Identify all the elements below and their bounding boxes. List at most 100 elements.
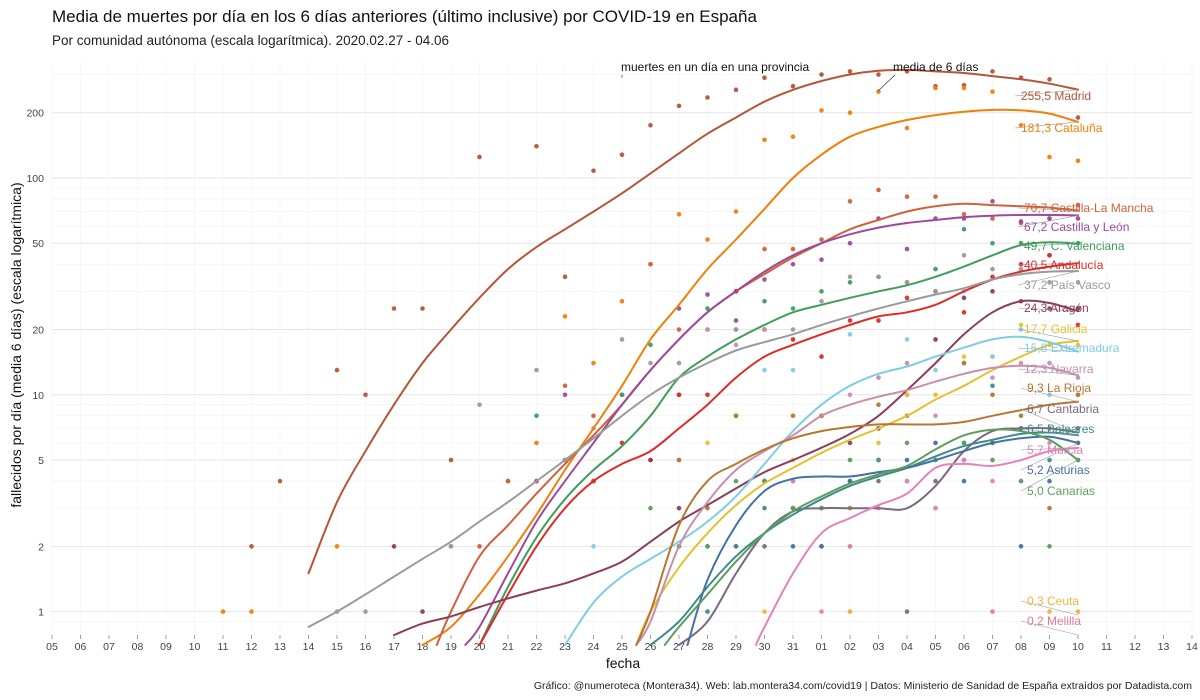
data-point [990, 392, 995, 398]
data-point [990, 89, 995, 94]
label-leader [1017, 307, 1079, 312]
data-point [790, 327, 796, 332]
data-point [1075, 280, 1081, 285]
series-label: 37,2 País Vasco [1024, 278, 1111, 292]
data-point [705, 306, 710, 311]
x-tick-label: 23 [559, 641, 571, 653]
data-point [762, 327, 767, 332]
chart-subtitle: Por comunidad autónoma (escala logarítmi… [52, 33, 449, 48]
data-point [762, 246, 767, 252]
y-axis-label: fallecidos por día (media 6 días) (escal… [8, 182, 24, 507]
data-point [904, 280, 910, 285]
y-tick-label: 10 [32, 390, 44, 402]
data-point [819, 257, 824, 262]
daily-points [220, 69, 1081, 614]
data-point [961, 478, 967, 484]
x-tick-label: 22 [531, 641, 543, 653]
data-point [847, 544, 853, 549]
series-line [307, 270, 1079, 628]
x-tick-label: 04 [901, 641, 913, 653]
x-tick-label: 10 [189, 641, 201, 653]
series-line [635, 364, 1079, 646]
data-point [534, 143, 539, 149]
y-tick-label: 100 [26, 173, 44, 185]
data-point [819, 609, 824, 614]
data-point [619, 337, 625, 342]
data-point [1047, 609, 1052, 614]
data-point [562, 314, 568, 319]
series-label: 0,2 Melilla [1027, 614, 1081, 628]
data-point [1075, 426, 1081, 431]
data-point [990, 609, 995, 614]
x-tick-label: 31 [787, 641, 799, 653]
x-tick-label: 05 [46, 641, 58, 653]
data-point [876, 89, 881, 94]
label-leader [1017, 243, 1079, 247]
data-point [961, 85, 967, 91]
data-point [562, 383, 568, 389]
data-point [819, 544, 824, 549]
data-point [676, 457, 682, 463]
x-tick-label: 21 [502, 641, 514, 653]
data-point [505, 478, 511, 484]
x-tick-label: 09 [1044, 641, 1056, 653]
y-tick-label: 200 [26, 108, 44, 120]
data-point [334, 367, 340, 373]
data-point [762, 277, 767, 282]
data-point [534, 367, 539, 373]
data-point [676, 211, 682, 217]
data-point [1047, 280, 1052, 285]
y-tick-label: 1 [38, 607, 44, 619]
data-point [220, 609, 226, 614]
series-line [393, 299, 1079, 636]
data-point [591, 544, 596, 549]
y-tick-label: 20 [32, 325, 44, 337]
data-point [762, 298, 767, 304]
data-point [961, 252, 967, 258]
data-point [1047, 440, 1052, 446]
label-leader [1014, 121, 1079, 129]
data-point [904, 194, 910, 199]
series-label: 40,5 Andalucía [1024, 258, 1104, 272]
data-point [477, 544, 482, 549]
data-point [876, 187, 881, 193]
label-leader [1020, 447, 1079, 451]
data-point [1075, 375, 1081, 380]
data-point [1018, 413, 1024, 419]
data-point [733, 478, 739, 484]
data-point [933, 85, 938, 91]
annotation-pointer [877, 74, 896, 92]
data-point [733, 209, 739, 214]
label-leader [1020, 442, 1079, 471]
label-leader [1020, 600, 1079, 616]
y-tick-label: 50 [32, 238, 44, 250]
x-tick-label: 08 [1015, 641, 1027, 653]
data-point [1047, 216, 1052, 221]
series-end-labels: 255,5 Madrid 181,3 Cataluña 70,7 Castilla-… [1014, 89, 1154, 636]
x-tick-label: 02 [844, 641, 856, 653]
data-point [277, 478, 283, 484]
data-point [847, 280, 853, 285]
data-point [990, 457, 995, 463]
data-point [990, 274, 995, 280]
annotation-average: media de 6 días [893, 60, 978, 74]
data-point [961, 360, 967, 366]
data-point [562, 392, 568, 398]
x-tick-label: 14 [303, 641, 315, 653]
x-tick-label: 07 [103, 641, 115, 653]
label-leader [1020, 459, 1079, 492]
data-point [391, 306, 397, 311]
data-point [847, 69, 853, 74]
data-point [249, 544, 254, 549]
data-point [904, 337, 910, 342]
series-label: 181,3 Cataluña [1021, 121, 1103, 135]
series-label: 5,2 Asturias [1027, 463, 1090, 477]
data-point [904, 609, 910, 614]
data-point [847, 457, 853, 463]
data-point [1018, 266, 1024, 272]
data-point [990, 383, 995, 389]
x-tick-label: 13 [1158, 641, 1170, 653]
label-leader [1017, 368, 1079, 376]
data-point [847, 199, 853, 204]
